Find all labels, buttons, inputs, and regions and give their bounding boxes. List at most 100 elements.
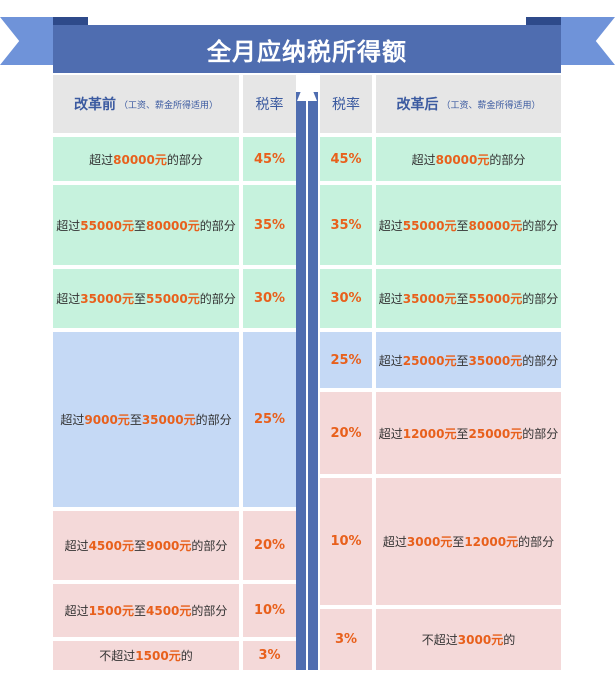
left-tax-rate: 25% bbox=[243, 332, 296, 507]
desc-text: 至 bbox=[133, 604, 146, 618]
desc-text: 超过 bbox=[378, 292, 403, 306]
desc-text: 不超过 bbox=[421, 633, 458, 647]
right-bracket-desc: 超过 55000元至 80000元 的部分 bbox=[376, 185, 561, 265]
amount: 4500元 bbox=[88, 539, 134, 553]
desc-text: 至 bbox=[456, 353, 469, 368]
amount: 55000元 bbox=[80, 218, 134, 233]
desc-text: 的部分 bbox=[489, 152, 526, 167]
left-bracket-desc: 超过 4500元至 9000元 的部分 bbox=[53, 511, 239, 580]
desc-text: 超过 bbox=[56, 218, 81, 233]
left-tax-rate: 35% bbox=[243, 185, 296, 265]
right-tax-rate: 3% bbox=[320, 609, 372, 670]
left-header: 改革前 （工资、薪金所得适用） bbox=[53, 75, 239, 133]
desc-text: 超过 bbox=[378, 353, 403, 368]
desc-text: 至 bbox=[133, 218, 146, 233]
left-rate-header: 税率 bbox=[243, 75, 296, 133]
desc-text: 至 bbox=[456, 292, 469, 306]
desc-text: 超过 bbox=[378, 426, 403, 441]
left-tax-rate: 20% bbox=[243, 511, 296, 580]
amount: 1500元 bbox=[135, 649, 181, 663]
desc-text: 超过 bbox=[64, 539, 89, 553]
up-arrow-icon bbox=[297, 76, 317, 101]
desc-text: 超过 bbox=[89, 152, 114, 167]
left-bracket-desc: 超过 1500元至 4500元 的部分 bbox=[53, 584, 239, 637]
arrow-shaft-right bbox=[308, 92, 318, 670]
amount: 35000元 bbox=[80, 292, 134, 306]
desc-text: 至 bbox=[456, 426, 469, 441]
right-tax-rate: 45% bbox=[320, 137, 372, 181]
left-tax-rate: 45% bbox=[243, 137, 296, 181]
amount: 3000元 bbox=[457, 633, 504, 647]
right-header-note: （工资、薪金所得适用） bbox=[441, 100, 541, 111]
left-header-title: 改革前 bbox=[73, 97, 116, 113]
desc-text: 的部分 bbox=[166, 152, 203, 167]
right-tax-rate: 10% bbox=[320, 478, 372, 605]
right-bracket-desc: 超过 35000元至 55000元 的部分 bbox=[376, 269, 561, 328]
page-title: 全月应纳税所得额 bbox=[53, 25, 561, 73]
desc-text: 的部分 bbox=[522, 218, 559, 233]
left-bracket-desc: 超过 35000元至 55000元 的部分 bbox=[53, 269, 239, 328]
amount: 80000元 bbox=[468, 218, 523, 233]
amount: 9000元 bbox=[84, 413, 130, 427]
desc-text: 超过 bbox=[60, 413, 85, 427]
amount: 35000元 bbox=[402, 292, 457, 306]
desc-text: 的部分 bbox=[522, 292, 559, 306]
desc-text: 不超过 bbox=[99, 649, 136, 663]
right-tax-rate: 25% bbox=[320, 332, 372, 388]
amount: 80000元 bbox=[146, 218, 200, 233]
left-bracket-desc: 超过 55000元至 80000元 的部分 bbox=[53, 185, 239, 265]
ribbon-right-end bbox=[555, 17, 615, 65]
desc-text: 至 bbox=[133, 539, 146, 553]
right-header: 改革后 （工资、薪金所得适用） bbox=[376, 75, 561, 133]
desc-text: 的 bbox=[503, 633, 516, 647]
desc-text: 超过 bbox=[56, 292, 81, 306]
left-bracket-desc: 超过 80000元 的部分 bbox=[53, 137, 239, 181]
ribbon-left-end bbox=[0, 17, 60, 65]
right-bracket-desc: 超过 25000元至 35000元 的部分 bbox=[376, 332, 561, 388]
desc-text: 至 bbox=[456, 218, 469, 233]
ribbon-fold-right bbox=[526, 17, 561, 25]
left-tax-rate: 10% bbox=[243, 584, 296, 637]
amount: 4500元 bbox=[146, 604, 192, 618]
amount: 1500元 bbox=[88, 604, 134, 618]
desc-text: 的部分 bbox=[522, 353, 559, 368]
desc-text: 的 bbox=[180, 649, 193, 663]
amount: 80000元 bbox=[435, 152, 490, 167]
right-bracket-desc: 超过 3000元至 12000元 的部分 bbox=[376, 478, 561, 605]
ribbon-fold-left bbox=[53, 17, 88, 25]
amount: 55000元 bbox=[146, 292, 200, 306]
desc-text: 超过 bbox=[411, 152, 436, 167]
desc-text: 的部分 bbox=[199, 292, 236, 306]
amount: 35000元 bbox=[468, 353, 523, 368]
desc-text: 超过 bbox=[378, 218, 403, 233]
desc-text: 的部分 bbox=[191, 604, 228, 618]
desc-text: 超过 bbox=[382, 535, 407, 549]
desc-text: 的部分 bbox=[199, 218, 236, 233]
desc-text: 超过 bbox=[64, 604, 89, 618]
amount: 12000元 bbox=[464, 535, 519, 549]
amount: 80000元 bbox=[113, 152, 167, 167]
amount: 55000元 bbox=[468, 292, 523, 306]
right-bracket-desc: 不超过 3000元的 bbox=[376, 609, 561, 670]
right-bracket-desc: 超过 80000元 的部分 bbox=[376, 137, 561, 181]
desc-text: 至 bbox=[133, 292, 146, 306]
right-tax-rate: 35% bbox=[320, 185, 372, 265]
amount: 12000元 bbox=[402, 426, 457, 441]
amount: 25000元 bbox=[402, 353, 457, 368]
left-tax-rate: 3% bbox=[243, 641, 296, 670]
left-bracket-desc: 不超过 1500元的 bbox=[53, 641, 239, 670]
left-tax-rate: 30% bbox=[243, 269, 296, 328]
amount: 35000元 bbox=[141, 413, 196, 427]
amount: 55000元 bbox=[402, 218, 457, 233]
desc-text: 至 bbox=[452, 535, 465, 549]
left-header-note: （工资、薪金所得适用） bbox=[118, 100, 218, 111]
desc-text: 的部分 bbox=[195, 413, 232, 427]
desc-text: 的部分 bbox=[522, 426, 559, 441]
left-bracket-desc: 超过 9000元至 35000元 的部分 bbox=[53, 332, 239, 507]
amount: 9000元 bbox=[146, 539, 192, 553]
desc-text: 的部分 bbox=[518, 535, 555, 549]
right-tax-rate: 20% bbox=[320, 392, 372, 474]
right-bracket-desc: 超过 12000元至 25000元 的部分 bbox=[376, 392, 561, 474]
desc-text: 的部分 bbox=[191, 539, 228, 553]
right-tax-rate: 30% bbox=[320, 269, 372, 328]
